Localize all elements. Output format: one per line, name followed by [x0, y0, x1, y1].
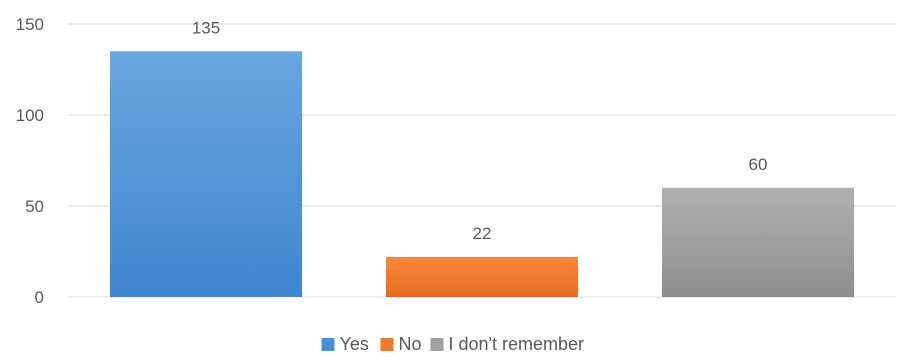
- bar-yes: [110, 51, 302, 297]
- legend-swatch: [430, 338, 444, 351]
- bar-i-don-t-remember: [662, 187, 854, 297]
- y-axis: 0 50 100 150: [16, 15, 44, 307]
- legend: Yes No I don't remember: [321, 334, 585, 354]
- y-tick-label: 0: [35, 288, 44, 307]
- legend-swatch: [380, 338, 394, 351]
- data-label: 135: [192, 18, 220, 37]
- bars: [110, 51, 854, 297]
- bar-no: [386, 256, 578, 297]
- data-labels: 135 22 60: [192, 18, 768, 243]
- legend-label: I don't remember: [449, 334, 585, 354]
- legend-label: Yes: [340, 334, 369, 354]
- legend-swatch: [321, 338, 335, 351]
- legend-label: No: [399, 334, 422, 354]
- data-label: 22: [473, 224, 492, 243]
- y-tick-label: 100: [16, 106, 44, 125]
- data-label: 60: [749, 155, 768, 174]
- y-tick-label: 150: [16, 15, 44, 34]
- y-tick-label: 50: [25, 197, 44, 216]
